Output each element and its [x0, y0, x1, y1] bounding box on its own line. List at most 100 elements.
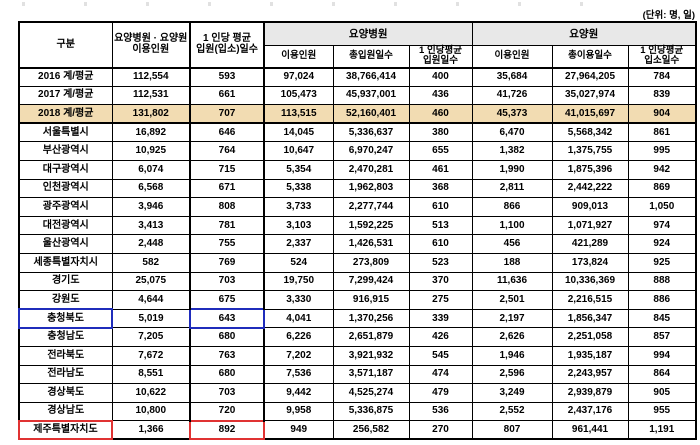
data-cell: 904	[627, 104, 697, 125]
data-cell: 10,800	[111, 401, 191, 422]
data-cell: 479	[408, 383, 473, 403]
data-cell: 5,338	[263, 178, 334, 199]
data-cell: 1,990	[471, 159, 553, 180]
data-cell: 6,970,247	[332, 141, 410, 161]
data-cell: 845	[627, 308, 697, 329]
table-row: 광주광역시 3,946 808 3,733 2,277,744 610 866 909,013…	[18, 197, 697, 217]
row-label: 충청북도	[18, 308, 113, 329]
data-cell: 2,470,281	[332, 159, 410, 180]
table-row: 충청남도 7,205 680 6,226 2,651,879 426 2,626 2,251,…	[18, 327, 697, 347]
data-cell: 1,856,347	[551, 308, 629, 329]
data-cell: 769	[189, 252, 265, 273]
data-cell: 909,013	[551, 197, 629, 217]
data-cell: 380	[408, 122, 473, 143]
data-cell: 680	[189, 327, 265, 347]
data-cell: 703	[189, 271, 265, 292]
data-cell: 781	[189, 215, 265, 236]
data-cell: 961,441	[551, 420, 629, 440]
unit-label: (단위: 명, 일)	[642, 10, 695, 21]
data-cell: 112,531	[111, 85, 191, 106]
data-cell: 1,382	[471, 141, 553, 161]
data-cell: 2,448	[111, 234, 191, 254]
data-cell: 112,554	[111, 66, 191, 87]
data-cell: 892	[189, 419, 265, 441]
row-label: 2016 계/평균	[18, 66, 113, 87]
data-cell: 275	[408, 290, 473, 310]
data-cell: 869	[627, 178, 697, 199]
row-label: 경상남도	[18, 401, 113, 422]
data-cell: 421,289	[551, 234, 629, 254]
data-cell: 4,041	[263, 308, 334, 329]
table-row: 전라북도 7,672 763 7,202 3,921,932 545 1,946 1,935,…	[18, 345, 697, 366]
data-cell: 6,470	[471, 122, 553, 143]
usage-stats-table: 구분 요양병원 · 요양원 이용인원 1 인당 평균 입원(입소)일수 요양병원…	[18, 21, 697, 441]
data-cell: 536	[408, 401, 473, 422]
data-cell: 6,226	[263, 327, 334, 347]
sub-header-home-total-days: 총이용일수	[551, 44, 629, 68]
row-label: 전라북도	[18, 345, 113, 366]
table-row: 경기도 25,075 703 19,750 7,299,424 370 11,636 10,3…	[18, 271, 697, 292]
row-label: 세종특별자치시	[18, 252, 113, 273]
data-cell: 113,515	[263, 104, 334, 125]
data-cell: 925	[627, 252, 697, 273]
data-cell: 25,075	[111, 271, 191, 292]
data-cell: 582	[111, 252, 191, 273]
data-cell: 14,045	[263, 122, 334, 143]
row-label: 울산광역시	[18, 234, 113, 254]
data-cell: 905	[627, 383, 697, 403]
data-cell: 974	[627, 215, 697, 236]
data-cell: 764	[189, 141, 265, 161]
data-cell: 643	[189, 308, 265, 329]
data-cell: 3,249	[471, 383, 553, 403]
table-row: 대전광역시 3,413 781 3,103 1,592,225 513 1,100 1,071…	[18, 215, 697, 236]
table-row: 강원도 4,644 675 3,330 916,915 275 2,501 2,216,515…	[18, 290, 697, 310]
data-cell: 755	[189, 234, 265, 254]
col-header-combined-users: 요양병원 · 요양원 이용인원	[111, 21, 191, 68]
data-cell: 10,647	[263, 141, 334, 161]
data-cell: 857	[627, 327, 697, 347]
row-label: 제주특별자치도	[18, 419, 113, 441]
data-cell: 2,243,957	[551, 364, 629, 385]
data-cell: 173,824	[551, 252, 629, 273]
data-cell: 2,626	[471, 327, 553, 347]
data-cell: 1,592,225	[332, 215, 410, 236]
row-label: 2018 계/평균	[18, 104, 113, 125]
data-cell: 1,191	[627, 420, 697, 440]
data-cell: 16,892	[111, 122, 191, 143]
data-cell: 4,644	[111, 290, 191, 310]
data-cell: 1,875,396	[551, 159, 629, 180]
data-cell: 3,921,932	[332, 345, 410, 366]
data-cell: 10,336,369	[551, 271, 629, 292]
row-label: 경상북도	[18, 383, 113, 403]
table-row: 부산광역시 10,925 764 10,647 6,970,247 655 1,382 1,3…	[18, 141, 697, 161]
group-header-hospital: 요양병원	[263, 21, 473, 46]
data-cell: 671	[189, 178, 265, 199]
data-cell: 866	[471, 197, 553, 217]
table-row: 경상북도 10,622 703 9,442 4,525,274 479 3,249 2,939…	[18, 383, 697, 403]
data-cell: 7,205	[111, 327, 191, 347]
data-cell: 2,277,744	[332, 197, 410, 217]
data-cell: 523	[408, 252, 473, 273]
data-cell: 680	[189, 364, 265, 385]
col-header-avg-days: 1 인당 평균 입원(입소)일수	[189, 21, 265, 69]
data-cell: 2,251,058	[551, 327, 629, 347]
col-header-gubun: 구분	[18, 21, 113, 68]
data-cell: 19,750	[263, 271, 334, 292]
data-cell: 3,733	[263, 197, 334, 217]
data-cell: 861	[627, 122, 697, 143]
row-label: 인천광역시	[18, 178, 113, 199]
data-cell: 38,766,414	[332, 66, 410, 87]
data-cell: 2,501	[471, 290, 553, 310]
data-cell: 808	[189, 197, 265, 217]
data-cell: 715	[189, 159, 265, 180]
data-cell: 9,442	[263, 383, 334, 403]
data-cell: 864	[627, 364, 697, 385]
table-body: 2016 계/평균 112,554 593 97,024 38,766,414 400 35…	[18, 66, 697, 441]
data-cell: 2,442,222	[551, 178, 629, 199]
sub-header-hospital-total-days: 총입원일수	[332, 44, 410, 68]
row-label: 광주광역시	[18, 197, 113, 217]
data-cell: 839	[627, 85, 697, 106]
cropped-title-remnant	[22, 2, 622, 6]
data-cell: 1,426,531	[332, 234, 410, 254]
data-cell: 3,413	[111, 215, 191, 236]
